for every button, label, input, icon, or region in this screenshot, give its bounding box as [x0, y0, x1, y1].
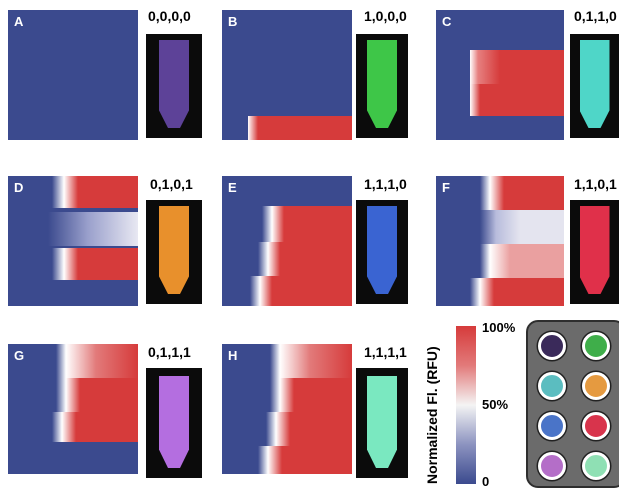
heatmap-panel-c: C — [436, 10, 564, 140]
colorbar-tick-min: 0 — [482, 474, 490, 489]
tube-photo — [146, 200, 202, 304]
panel-label: E — [228, 180, 237, 195]
panel-label: H — [228, 348, 238, 363]
colorbar-tick-mid: 50% — [482, 397, 509, 412]
signal-strip — [52, 412, 138, 442]
logic-input-code: 0,1,1,0 — [574, 8, 617, 24]
signal-strip — [56, 378, 138, 412]
colorbar-title: Normalized Fl. (RFU) — [424, 346, 440, 484]
signal-strip — [56, 344, 138, 378]
panel-label: A — [14, 14, 24, 29]
fluorescent-tube — [367, 206, 397, 294]
logic-input-code: 1,1,1,1 — [364, 344, 407, 360]
logic-input-code: 1,1,1,0 — [364, 176, 407, 192]
heatmap-panel-a: A — [8, 10, 138, 140]
heatmap-panel-g: G — [8, 344, 138, 474]
panel-label: B — [228, 14, 238, 29]
heatmap-panel-b: B — [222, 10, 352, 140]
signal-strip — [52, 248, 138, 280]
logic-input-code: 0,1,0,1 — [150, 176, 193, 192]
signal-strip — [52, 176, 138, 208]
tube-photo — [570, 200, 619, 304]
well-1111 — [582, 452, 610, 480]
well-0000 — [538, 332, 566, 360]
signal-strip — [48, 212, 138, 246]
signal-strip — [470, 84, 564, 116]
signal-strip — [250, 276, 352, 306]
fluorescent-tube — [159, 376, 189, 468]
signal-strip — [258, 446, 352, 474]
logic-input-code: 0,1,1,1 — [148, 344, 191, 360]
well-1000 — [582, 332, 610, 360]
signal-strip — [262, 206, 352, 242]
heatmap-panel-h: H — [222, 344, 352, 474]
signal-strip — [470, 50, 564, 84]
tube-photo — [146, 368, 202, 478]
panel-label: D — [14, 180, 24, 195]
signal-strip — [270, 378, 352, 412]
logic-input-code: 1,1,0,1 — [574, 176, 617, 192]
fluorescent-tube — [367, 376, 397, 468]
heatmap-panel-d: D — [8, 176, 138, 306]
well-1110 — [538, 412, 566, 440]
signal-strip — [480, 210, 564, 244]
tube-photo — [570, 34, 619, 138]
signal-strip — [270, 344, 352, 378]
tube-photo — [146, 34, 202, 138]
fluorescent-tube — [159, 206, 189, 294]
fluorescent-tube — [367, 40, 397, 128]
panel-label: C — [442, 14, 452, 29]
tube-photo — [356, 368, 408, 478]
signal-strip — [480, 244, 564, 278]
heatmap-panel-e: E — [222, 176, 352, 306]
logic-input-code: 1,0,0,0 — [364, 8, 407, 24]
signal-strip — [258, 242, 352, 276]
panel-label: G — [14, 348, 25, 363]
tube-photo — [356, 200, 408, 304]
well-0111 — [538, 452, 566, 480]
logic-input-code: 0,0,0,0 — [148, 8, 191, 24]
signal-strip — [480, 176, 564, 210]
signal-strip — [266, 412, 352, 446]
tube-photo — [356, 34, 408, 138]
fluorescent-tube — [579, 40, 610, 128]
colorbar — [456, 326, 476, 484]
colorbar-tick-max: 100% — [482, 320, 516, 335]
well-plate — [526, 320, 619, 488]
well-0101 — [582, 372, 610, 400]
panel-label: F — [442, 180, 450, 195]
fluorescent-tube — [579, 206, 610, 294]
signal-strip — [248, 116, 352, 140]
signal-strip — [470, 278, 564, 306]
well-1101 — [582, 412, 610, 440]
fluorescent-tube — [159, 40, 189, 128]
heatmap-panel-f: F — [436, 176, 564, 306]
well-0110 — [538, 372, 566, 400]
